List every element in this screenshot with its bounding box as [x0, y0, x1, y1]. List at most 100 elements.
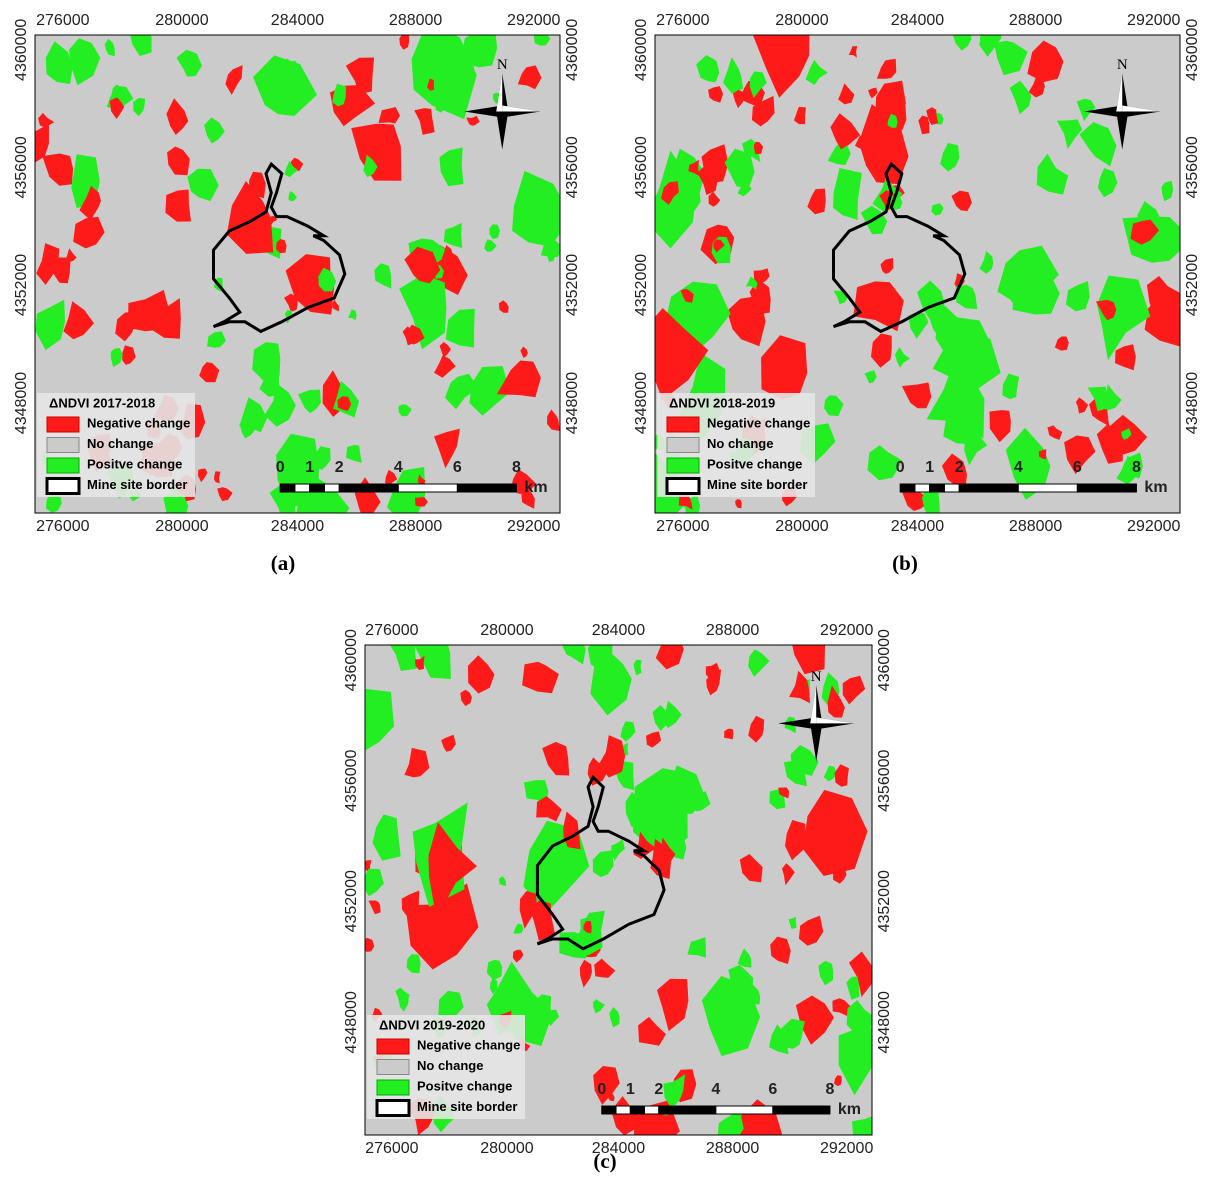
change-patch	[264, 383, 296, 427]
change-patch	[214, 471, 221, 484]
x-tick-label: 288000	[389, 518, 442, 535]
x-tick-label: 280000	[775, 518, 828, 535]
change-patch	[749, 71, 767, 98]
change-patch	[417, 474, 426, 487]
change-patch	[830, 113, 861, 150]
change-patch	[522, 661, 559, 694]
y-tick-label: 4348000	[343, 991, 360, 1053]
change-patch	[609, 1007, 620, 1028]
scale-segment	[629, 1105, 646, 1115]
north-arrow	[816, 717, 855, 724]
scale-unit: km	[1144, 479, 1167, 496]
change-patch	[994, 40, 1028, 76]
change-patch	[788, 916, 797, 929]
legend-swatch	[375, 1099, 411, 1117]
scale-segment	[309, 483, 325, 493]
legend-label: No change	[417, 1058, 483, 1073]
change-patch	[1028, 76, 1045, 98]
change-patch	[827, 685, 845, 718]
x-tick-label: 288000	[1009, 518, 1062, 535]
change-patch	[638, 1016, 666, 1046]
change-patch	[657, 978, 689, 1032]
change-patch	[705, 662, 720, 681]
scale-label: 4	[394, 459, 403, 476]
change-patch	[414, 108, 435, 135]
panel-label: (c)	[593, 1149, 616, 1173]
scale-label: 6	[453, 459, 462, 476]
scale-label: 6	[1073, 459, 1082, 476]
change-patch	[687, 937, 706, 958]
change-patch	[150, 298, 181, 339]
change-patch	[445, 308, 475, 348]
change-patch	[838, 1028, 872, 1096]
change-patch	[374, 263, 392, 289]
change-patch	[803, 789, 868, 876]
change-patch	[979, 251, 994, 274]
panel-label: (a)	[271, 551, 296, 575]
change-patch	[441, 734, 456, 752]
scale-label: 2	[654, 1081, 663, 1098]
change-patch	[368, 900, 381, 915]
change-patch	[724, 728, 734, 740]
change-patch	[104, 38, 115, 57]
change-patch	[547, 250, 556, 262]
change-patch	[1161, 180, 1174, 202]
change-patch	[226, 181, 274, 254]
change-patch	[1121, 428, 1132, 440]
change-patch	[198, 468, 208, 483]
change-patch	[832, 998, 851, 1016]
change-patch	[901, 382, 932, 409]
north-label: N	[1117, 57, 1128, 73]
change-patch	[1054, 336, 1069, 351]
change-patch	[1087, 386, 1108, 412]
change-patch	[864, 370, 877, 384]
change-patch	[415, 497, 428, 507]
change-patch	[1075, 397, 1089, 414]
change-patch	[122, 345, 136, 365]
legend-swatch	[376, 1059, 410, 1075]
legend-swatch	[376, 1038, 410, 1055]
legend-swatch	[46, 437, 80, 453]
change-patch	[979, 35, 1002, 57]
change-patch	[458, 60, 474, 80]
change-patch	[268, 215, 278, 226]
change-patch	[739, 854, 763, 883]
change-patch	[723, 57, 744, 94]
change-patch	[746, 984, 761, 1005]
change-patch	[204, 117, 225, 144]
change-patch	[824, 395, 844, 417]
change-patch	[187, 168, 219, 202]
change-patch	[583, 921, 592, 934]
change-patch	[701, 976, 761, 1057]
mine-border	[832, 161, 967, 334]
change-patch	[115, 312, 136, 342]
legend-swatch	[666, 437, 700, 453]
change-patch	[542, 741, 570, 776]
y-tick-label: 4348000	[876, 991, 893, 1053]
x-tick-label: 292000	[507, 518, 560, 535]
y-tick-label: 4348000	[1184, 372, 1201, 434]
change-patch	[225, 65, 243, 95]
x-tick-label: 276000	[365, 622, 418, 639]
change-patch	[818, 960, 834, 986]
change-patch	[402, 326, 418, 346]
change-patch	[199, 362, 220, 383]
legend-swatch	[46, 457, 80, 474]
scale-segment	[914, 483, 931, 493]
change-patch	[496, 360, 541, 398]
change-patch	[466, 115, 480, 126]
change-patch	[769, 1024, 789, 1055]
y-tick-label: 4356000	[564, 136, 581, 198]
x-tick-label: 292000	[1127, 518, 1180, 535]
x-tick-label: 288000	[706, 622, 759, 639]
change-patch	[761, 335, 808, 400]
change-patch	[989, 410, 1011, 443]
x-tick-label: 292000	[820, 622, 873, 639]
legend-label: Positve change	[707, 456, 802, 471]
change-patch	[951, 190, 972, 212]
change-patch	[460, 689, 472, 706]
legend-label: Negative change	[87, 415, 190, 430]
change-patch	[867, 445, 903, 481]
change-patch	[748, 715, 765, 743]
